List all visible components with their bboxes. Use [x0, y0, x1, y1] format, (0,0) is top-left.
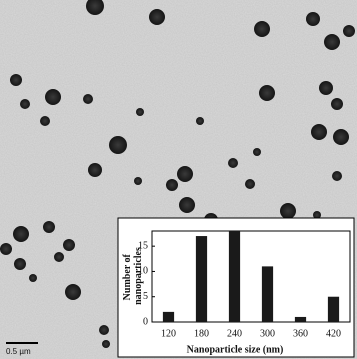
- x-tick-label: 420: [326, 328, 341, 339]
- bar: [228, 231, 241, 322]
- particles: [0, 0, 355, 348]
- bar: [261, 266, 274, 322]
- y-tick-label: 0: [143, 316, 148, 327]
- bar: [195, 236, 208, 322]
- plot-frame: [151, 230, 351, 323]
- bar: [294, 316, 307, 322]
- y-axis-label-line: Number of: [122, 253, 133, 300]
- scale-bar-label: 0.5 µm: [6, 347, 31, 356]
- bar: [327, 296, 340, 322]
- y-axis-label: Number of nanoparticles: [122, 247, 144, 305]
- x-tick-label: 360: [293, 328, 308, 339]
- y-axis-label-line: nanoparticles: [133, 247, 144, 305]
- x-tick-label: 180: [194, 328, 209, 339]
- x-axis-label: Nanoparticle size (nm): [187, 344, 284, 355]
- y-tick-label: 5: [143, 291, 148, 302]
- x-tick-label: 240: [227, 328, 242, 339]
- bar: [162, 311, 175, 322]
- y-tick-label: 15: [138, 240, 148, 251]
- y-tick-label: 10: [138, 266, 148, 277]
- x-tick-label: 120: [161, 328, 176, 339]
- x-tick-label: 300: [260, 328, 275, 339]
